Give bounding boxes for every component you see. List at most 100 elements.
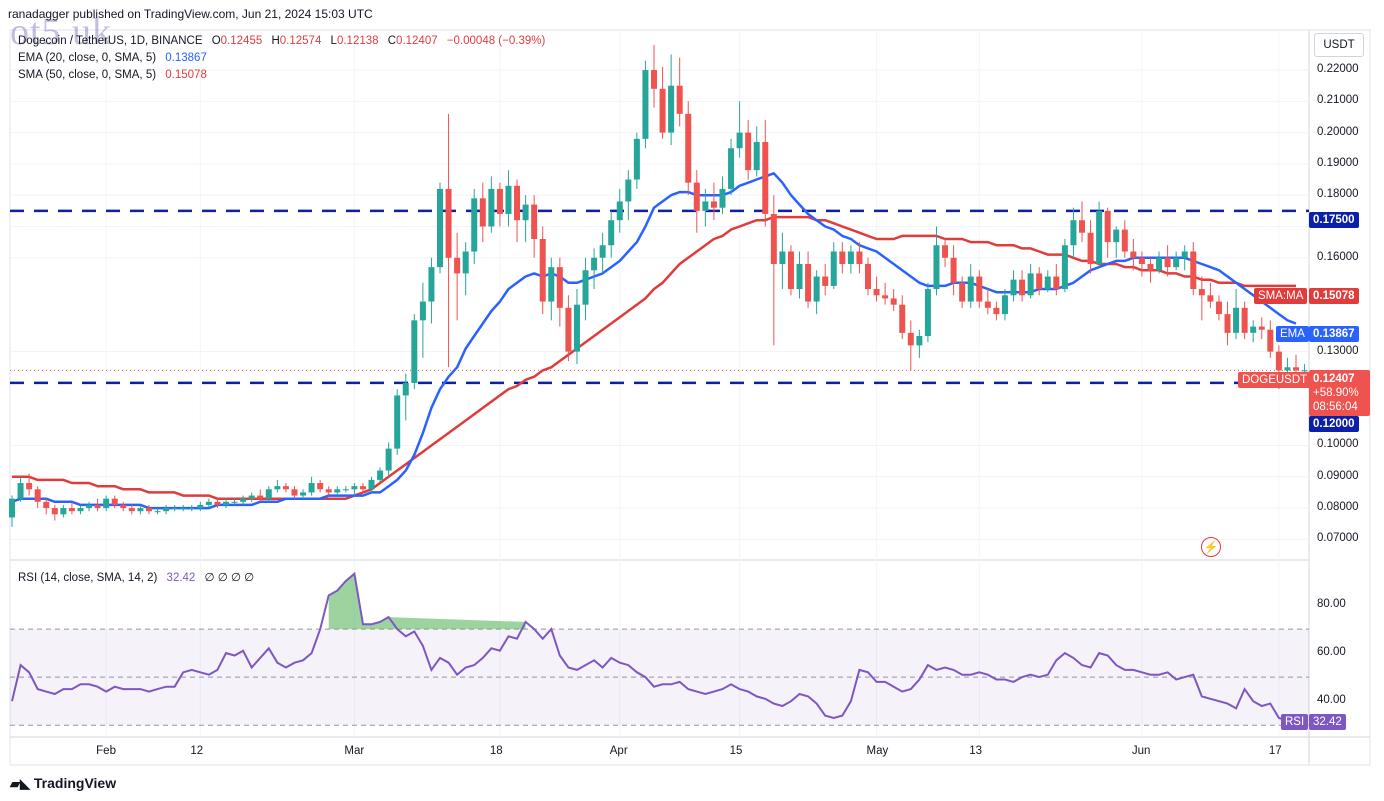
- candle-body: [1096, 210, 1103, 265]
- candle-body: [34, 489, 41, 502]
- candle-body: [334, 489, 341, 493]
- candle-body: [608, 220, 615, 246]
- last-price-tag: 0.12407 +58.90% 08:56:04: [1309, 370, 1370, 416]
- candle-body: [231, 501, 238, 503]
- candle-body: [496, 188, 503, 214]
- candle-body: [317, 483, 324, 490]
- candle-body: [942, 245, 949, 258]
- candle-body: [1301, 370, 1308, 372]
- candle-body: [1113, 229, 1120, 243]
- candle-body: [120, 504, 127, 509]
- time-tick-label: 15: [729, 745, 743, 757]
- ema-legend[interactable]: EMA (20, close, 0, SMA, 5) 0.13867: [18, 52, 207, 64]
- candle-body: [1233, 307, 1240, 333]
- candle-body: [856, 251, 863, 265]
- candle-body: [625, 179, 632, 202]
- candle-body: [1087, 232, 1094, 265]
- chart-frame: [9, 29, 1371, 766]
- candle-body: [1130, 251, 1137, 258]
- open-value: 0.12455: [220, 35, 263, 47]
- candle-body: [1138, 257, 1145, 265]
- close-label: C: [387, 35, 397, 47]
- candle-body: [591, 257, 598, 271]
- candle-body: [1027, 273, 1034, 296]
- candle-body: [616, 201, 623, 221]
- candle-body: [205, 501, 212, 505]
- candle-body: [197, 504, 204, 509]
- candle-body: [188, 508, 195, 510]
- candle-body: [1053, 276, 1060, 290]
- price-tick-label: 0.16000: [1317, 250, 1359, 263]
- candle-body: [445, 188, 452, 258]
- price-tick-label: 0.18000: [1317, 188, 1359, 201]
- candle-body: [1147, 264, 1154, 271]
- sma50-line: [12, 215, 1296, 500]
- ema-legend-label: EMA (20, close, 0, SMA, 5): [18, 52, 157, 64]
- price-tick-label: 0.21000: [1317, 94, 1359, 107]
- candle-body: [548, 267, 555, 302]
- rsi-legend-label: RSI (14, close, SMA, 14, 2): [18, 572, 158, 584]
- candle-body: [77, 508, 84, 512]
- candle-body: [890, 298, 897, 305]
- candle-body: [702, 201, 709, 211]
- candle-body: [916, 335, 923, 346]
- candle-body: [180, 508, 187, 510]
- candle-body: [882, 295, 889, 299]
- currency-button[interactable]: USDT: [1314, 33, 1364, 57]
- candle-body: [282, 486, 289, 490]
- candle-body: [1207, 295, 1214, 302]
- candle-body: [1258, 326, 1265, 330]
- high-value: 0.12574: [279, 35, 322, 47]
- candle-body: [154, 511, 161, 513]
- candle-body: [274, 486, 281, 490]
- candle-body: [163, 508, 170, 512]
- lightning-icon[interactable]: ⚡: [1201, 537, 1221, 557]
- candle-body: [736, 132, 743, 149]
- high-label: H: [271, 35, 280, 47]
- candle-body: [368, 479, 375, 490]
- candle-body: [1104, 210, 1111, 243]
- time-tick-label: Apr: [609, 745, 628, 757]
- candle-body: [351, 486, 358, 490]
- candle-body: [223, 501, 229, 505]
- time-tick-label: 13: [969, 745, 983, 757]
- price-tick-label: 0.08000: [1317, 501, 1359, 514]
- rsi-legend[interactable]: RSI (14, close, SMA, 14, 2) 32.42 ∅ ∅ ∅ …: [18, 570, 254, 584]
- sma-legend[interactable]: SMA (50, close, 0, SMA, 5) 0.15078: [18, 69, 207, 81]
- candle-body: [805, 264, 812, 302]
- sma-legend-value: 0.15078: [165, 69, 207, 81]
- open-label: O: [211, 35, 221, 47]
- candle-body: [377, 470, 384, 480]
- candle-body: [94, 504, 101, 509]
- rsi-legend-value: 32.42: [166, 572, 196, 584]
- candle-body: [86, 504, 93, 509]
- candle-body: [1079, 220, 1085, 233]
- candle-body: [984, 301, 991, 308]
- symbol-title[interactable]: Dogecoin / TetherUS, 1D, BINANCE: [18, 35, 203, 47]
- candle-body: [762, 141, 769, 214]
- candle-body: [300, 492, 307, 496]
- watermark-text: ot5 uk: [10, 11, 113, 53]
- candle-body: [1293, 367, 1299, 371]
- candle-body: [1250, 326, 1257, 333]
- change-value: −0.00048 (−0.39%): [446, 35, 546, 47]
- price-tick-label: 0.13000: [1317, 344, 1359, 357]
- candle-body: [240, 498, 247, 502]
- candle-body: [17, 483, 24, 499]
- candle-body: [676, 85, 683, 114]
- candle-body: [479, 198, 486, 227]
- rsi-value-tag: 32.42: [1309, 714, 1346, 730]
- rsi-tick-label: 40.00: [1317, 694, 1346, 707]
- tradingview-logo[interactable]: ▰◣ TradingView: [10, 775, 116, 792]
- candle-body: [959, 282, 966, 302]
- ema-name-tag: EMA: [1276, 326, 1309, 342]
- candle-body: [257, 495, 264, 499]
- candle-body: [873, 289, 880, 296]
- candle-body: [428, 267, 435, 302]
- candle-body: [933, 245, 940, 290]
- candle-body: [822, 276, 829, 286]
- candle-body: [642, 70, 649, 139]
- candle-body: [1224, 314, 1231, 333]
- candle-body: [830, 251, 837, 286]
